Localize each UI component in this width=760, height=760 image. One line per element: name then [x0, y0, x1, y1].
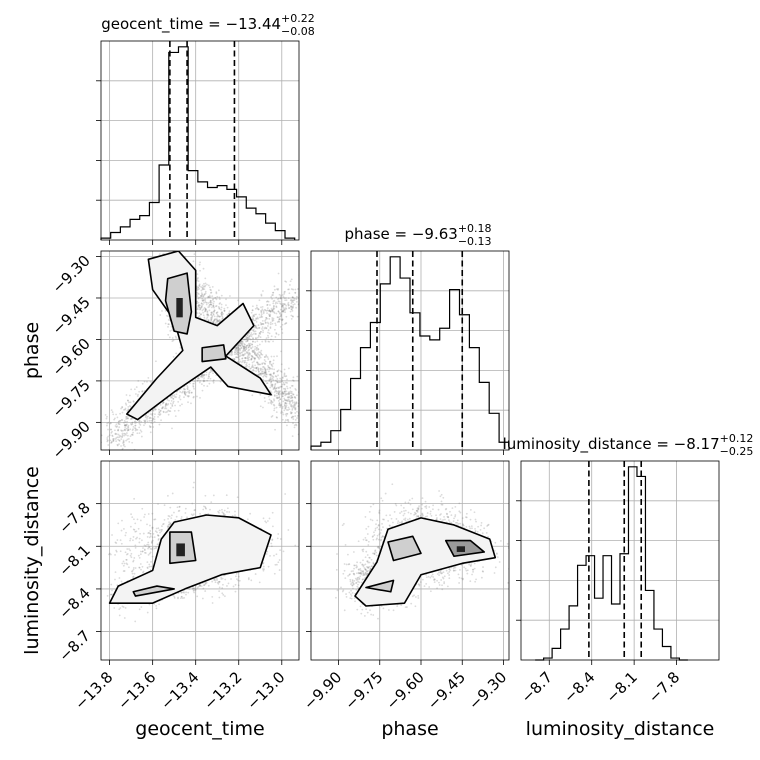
- panel-title-plus: +0.12: [720, 432, 754, 445]
- x-axis-label-phase: phase: [381, 718, 438, 740]
- panel-title-value: geocent_time = −13.44: [101, 15, 281, 34]
- x-tick-label-geocent_time: −13.2: [200, 668, 245, 713]
- x-tick-label-luminosity_distance: −8.4: [560, 668, 598, 706]
- histogram-geocent_time: geocent_time = −13.44+0.22 −0.08: [96, 12, 315, 245]
- y-tick-label-luminosity_distance: −8.1: [55, 541, 93, 579]
- x-tick-label-luminosity_distance: −7.8: [645, 668, 683, 706]
- y-tick-label-phase: −9.60: [49, 335, 94, 380]
- y-tick-label-phase: −9.75: [49, 376, 94, 421]
- axes-frame: [100, 250, 300, 451]
- axes-frame: [310, 250, 510, 451]
- panel-title-minus: −0.13: [458, 235, 492, 248]
- density-contour: [456, 546, 465, 552]
- density-contour: [132, 585, 175, 597]
- axes-frame: [100, 460, 300, 661]
- x-tick-label-geocent_time: −13.6: [114, 668, 159, 713]
- x-tick-label-geocent_time: −13.0: [243, 668, 288, 713]
- axes-frame: [100, 40, 300, 241]
- panel-title-minus: −0.08: [281, 25, 315, 38]
- x-tick-label-phase: −9.45: [424, 668, 469, 713]
- histogram-steps: [310, 256, 510, 450]
- y-tick-label-phase: −9.45: [49, 293, 94, 338]
- x-axis-label-luminosity_distance: luminosity_distance: [526, 718, 715, 740]
- panel-title-geocent_time: geocent_time = −13.44+0.22 −0.08: [101, 12, 315, 38]
- x-tick-label-phase: −9.90: [300, 668, 345, 713]
- panel-title-value: luminosity_distance = −8.17: [503, 435, 720, 454]
- histogram-steps: [100, 46, 296, 240]
- y-tick-label-phase: −9.90: [49, 417, 94, 462]
- x-tick-label-phase: −9.30: [465, 668, 510, 713]
- density-contour: [126, 251, 272, 421]
- density-contour: [365, 579, 395, 593]
- x-tick-label-luminosity_distance: −8.7: [518, 668, 556, 706]
- x-tick-label-phase: −9.60: [383, 668, 428, 713]
- y-tick-label-luminosity_distance: −8.7: [55, 627, 93, 665]
- panel-title-plus: +0.22: [281, 12, 315, 25]
- y-tick-label-luminosity_distance: −8.4: [55, 584, 93, 622]
- histogram-phase: phase = −9.63+0.18 −0.13: [306, 222, 510, 455]
- scatter-geocent_time-vs-phase: [96, 250, 300, 455]
- density-contour: [387, 535, 422, 562]
- panel-title-value: phase = −9.63: [344, 225, 457, 243]
- x-tick-label-geocent_time: −13.8: [71, 668, 116, 713]
- density-contour: [176, 543, 185, 557]
- y-axis-label-luminosity_distance: luminosity_distance: [21, 466, 43, 655]
- scatter-phase-vs-luminosity_distance: [306, 460, 510, 665]
- x-axis-label-geocent_time: geocent_time: [135, 718, 264, 740]
- y-tick-label-luminosity_distance: −7.8: [55, 499, 93, 537]
- axes-frame: [310, 460, 510, 661]
- x-tick-label-geocent_time: −13.4: [157, 668, 202, 713]
- axes-frame: [520, 460, 720, 661]
- x-tick-label-luminosity_distance: −8.1: [602, 668, 640, 706]
- panel-title-phase: phase = −9.63+0.18 −0.13: [344, 222, 491, 248]
- density-contour: [176, 297, 183, 318]
- axis-labels: geocent_time phase luminosity_distancephas…: [21, 322, 714, 740]
- y-axis-label-phase: phase: [21, 322, 43, 379]
- panel-title-plus: +0.18: [458, 222, 492, 235]
- x-tick-label-phase: −9.75: [341, 668, 386, 713]
- histogram-luminosity_distance: luminosity_distance = −8.17+0.12 −0.25: [503, 432, 754, 665]
- scatter-geocent_time-vs-luminosity_distance: [96, 460, 300, 665]
- panel-title-minus: −0.25: [720, 445, 754, 458]
- y-tick-label-phase: −9.30: [49, 252, 94, 297]
- panel-title-luminosity_distance: luminosity_distance = −8.17+0.12 −0.25: [503, 432, 754, 458]
- density-contour: [201, 344, 227, 363]
- histogram-steps: [535, 466, 688, 661]
